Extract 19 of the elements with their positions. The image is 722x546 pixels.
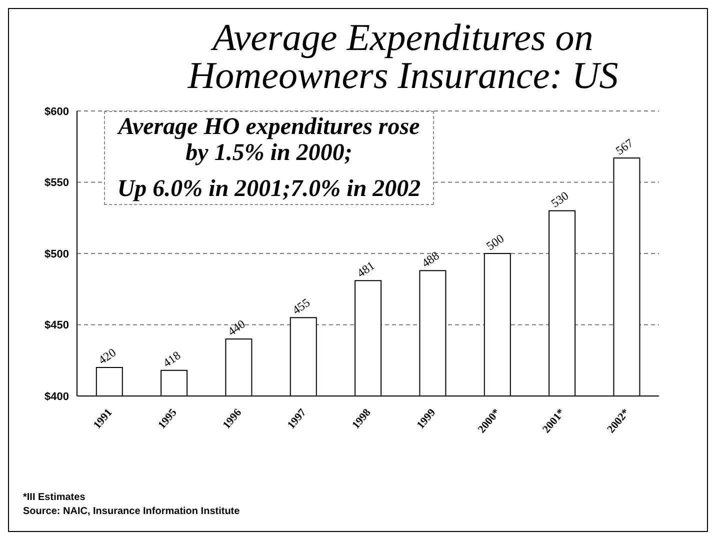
data-label: 455 (290, 295, 312, 318)
chart-title: Average Expenditures on Homeowners Insurance: US (186, 17, 620, 99)
y-tick-label: $450 (44, 320, 69, 332)
data-label: 481 (354, 258, 378, 280)
y-tick-label: $400 (44, 390, 69, 403)
y-tick-label: $500 (44, 248, 69, 260)
source-note: Source: NAIC, Insurance Information Institute (23, 505, 240, 519)
y-tick-label: $550 (44, 177, 69, 190)
text: *III Estimates (23, 491, 86, 505)
data-label: 488 (419, 248, 442, 270)
data-label: 440 (225, 316, 248, 339)
y-tick-label: $600 (44, 106, 69, 118)
data-label: 567 (613, 136, 636, 158)
data-label: 418 (160, 348, 184, 370)
data-label: 420 (96, 345, 118, 368)
data-label: 530 (548, 188, 572, 210)
annotation: Average HO expenditures rose by 1.5% in 2000; (116, 114, 421, 166)
annotation: Up 6.0% in 2001;7.0% in 2002 (116, 176, 422, 202)
data-label: 500 (484, 231, 506, 254)
